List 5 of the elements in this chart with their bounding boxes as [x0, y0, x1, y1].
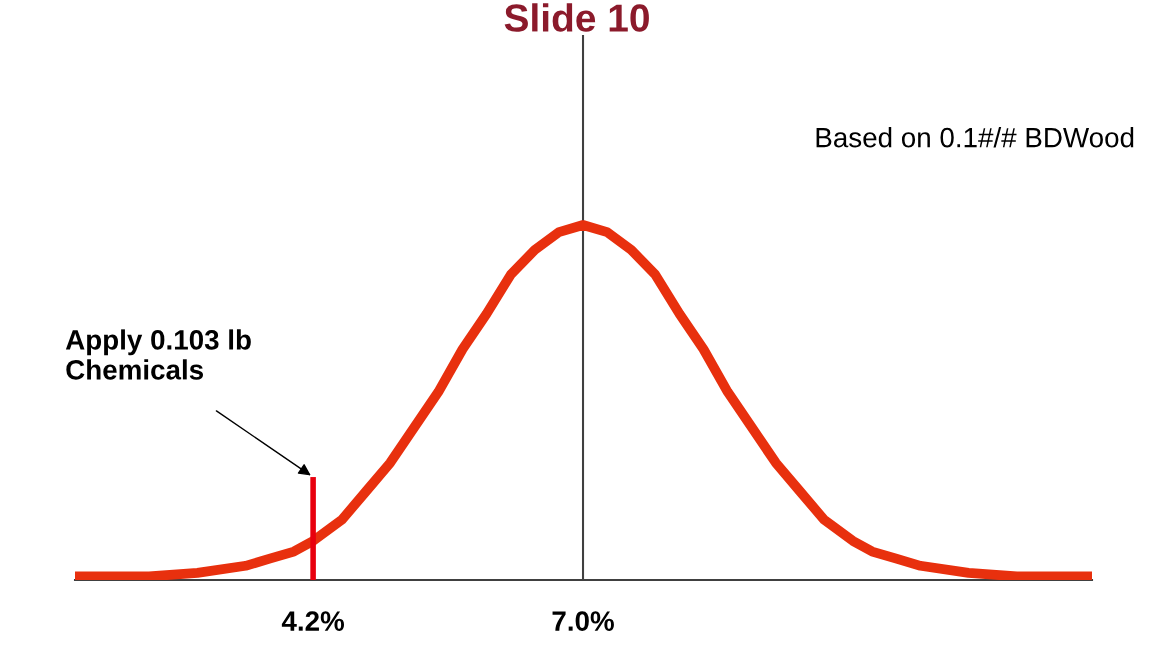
x-tick-label: 4.2% — [281, 611, 345, 631]
x-tick-label: 7.0% — [552, 611, 614, 631]
chart-title: Slide 10 — [504, 3, 649, 32]
annotation: Apply 0.103 lb Chemicals — [65, 329, 251, 380]
text: Based on 0.1#/# BDWood — [816, 127, 1134, 148]
